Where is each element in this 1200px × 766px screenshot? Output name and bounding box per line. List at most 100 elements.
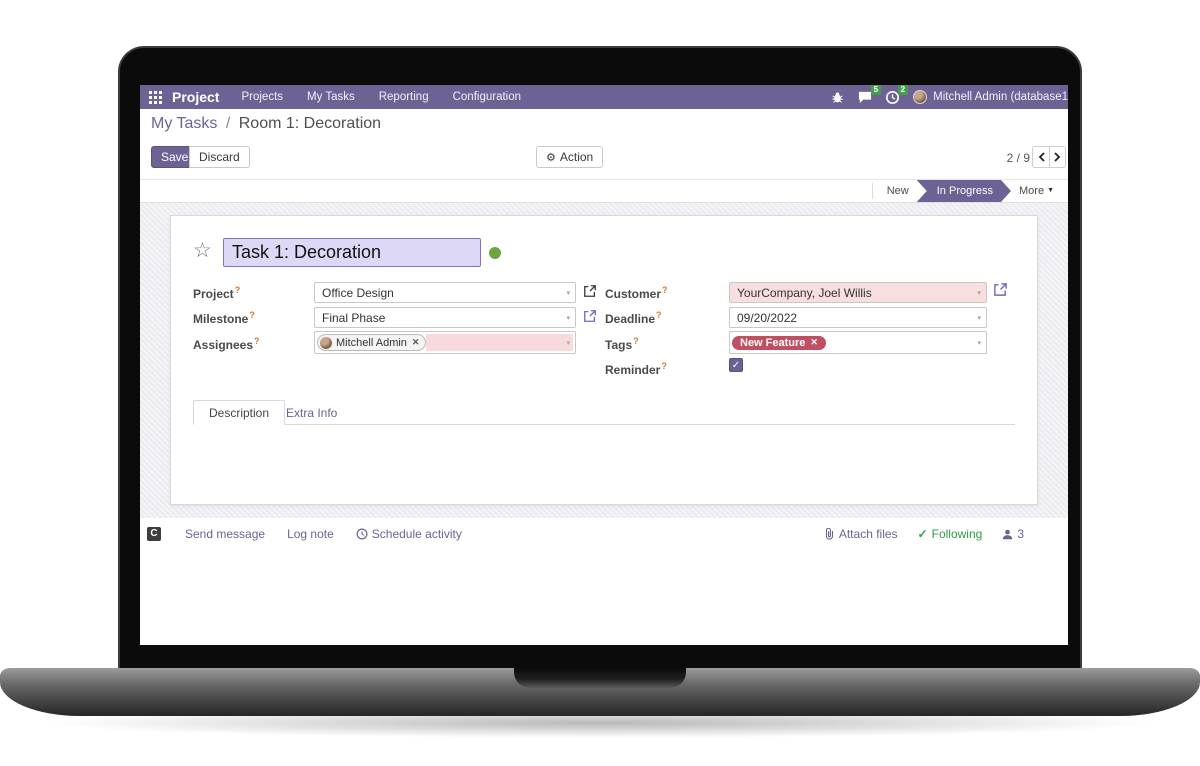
chevron-down-icon: ▼ (1047, 187, 1054, 194)
laptop-screen: Project Projects My Tasks Reporting Conf… (140, 85, 1068, 645)
breadcrumb: My Tasks / Room 1: Decoration (151, 115, 381, 133)
company-logo-badge: C (147, 527, 161, 541)
project-external-link-icon[interactable] (583, 284, 597, 298)
nav-menu-configuration[interactable]: Configuration (452, 91, 522, 103)
tags-field[interactable]: New Feature ✕ ▾ (729, 331, 987, 354)
debug-bug-icon[interactable] (831, 91, 844, 104)
app-name[interactable]: Project (172, 89, 220, 105)
attach-files-button[interactable]: Attach files (824, 527, 898, 541)
pager-buttons (1032, 146, 1066, 168)
laptop-base (0, 668, 1200, 716)
customer-external-link-icon[interactable] (993, 282, 1007, 296)
top-navbar: Project Projects My Tasks Reporting Conf… (140, 85, 1068, 109)
breadcrumb-current: Room 1: Decoration (238, 115, 382, 132)
send-message-button[interactable]: Send message (185, 527, 266, 541)
help-icon[interactable]: ? (661, 361, 667, 371)
action-button[interactable]: ⚙ Action (536, 146, 604, 168)
project-label: Project? (193, 285, 241, 301)
tab-description[interactable]: Description (193, 400, 286, 425)
customer-label: Customer? (605, 285, 668, 301)
task-form-sheet: ☆ Task 1: Decoration Project? Office Des… (170, 215, 1038, 505)
milestone-field[interactable]: Final Phase ▾ (314, 307, 576, 328)
nav-menu-projects[interactable]: Projects (241, 91, 284, 103)
assignee-name: Mitchell Admin (336, 336, 407, 349)
stage-separator (871, 183, 873, 199)
person-icon (1003, 529, 1013, 539)
tag-name: New Feature (740, 336, 806, 349)
tags-label: Tags? (605, 336, 639, 352)
assignees-field[interactable]: Mitchell Admin ✕ ▾ (314, 331, 576, 354)
caret-down-icon: ▾ (566, 315, 570, 322)
remove-assignee-icon[interactable]: ✕ (411, 337, 420, 347)
deadline-field[interactable]: 09/20/2022 ▾ (729, 307, 987, 328)
tab-extra-info[interactable]: Extra Info (286, 405, 338, 420)
laptop-notch (514, 668, 686, 688)
breadcrumb-separator: / (225, 115, 231, 132)
activities-badge: 2 (897, 85, 909, 95)
paperclip-icon (825, 528, 833, 540)
customer-field[interactable]: YourCompany, Joel Willis ▾ (729, 282, 987, 303)
chatter-actions: Send message Log note Schedule activity (185, 527, 462, 541)
milestone-external-link-icon[interactable] (583, 309, 597, 323)
help-icon[interactable]: ? (234, 285, 241, 295)
messages-badge: 5 (870, 85, 882, 95)
caret-down-icon: ▾ (977, 290, 981, 297)
task-title-input[interactable]: Task 1: Decoration (223, 238, 481, 267)
activities-clock-icon[interactable]: 2 (886, 85, 909, 104)
laptop-bezel: Project Projects My Tasks Reporting Conf… (118, 46, 1082, 676)
pager-next-button[interactable] (1049, 146, 1066, 168)
caret-down-icon: ▾ (977, 315, 981, 322)
assignees-label: Assignees? (193, 336, 260, 352)
clock-icon (356, 528, 368, 540)
help-icon[interactable]: ? (662, 285, 668, 295)
user-avatar[interactable] (913, 90, 928, 104)
help-icon[interactable]: ? (633, 336, 639, 346)
tag-chip[interactable]: New Feature ✕ (732, 335, 826, 350)
favorite-star-icon[interactable]: ☆ (193, 239, 212, 262)
assignee-chip[interactable]: Mitchell Admin ✕ (317, 334, 427, 351)
followers-button[interactable]: 3 (1002, 527, 1024, 541)
messages-icon[interactable]: 5 (858, 85, 882, 104)
discard-button[interactable]: Discard (189, 146, 250, 168)
stage-more-dropdown[interactable]: More ▼ (1007, 185, 1068, 197)
user-menu[interactable]: Mitchell Admin (database1 (933, 91, 1068, 103)
stage-new[interactable]: New (886, 185, 909, 197)
kanban-state-dot[interactable] (489, 247, 501, 259)
following-button[interactable]: ✓ Following (917, 527, 983, 541)
deadline-label: Deadline? (605, 310, 662, 326)
reminder-checkbox[interactable]: ✓ (729, 358, 743, 372)
milestone-label: Milestone? (193, 310, 255, 326)
help-icon[interactable]: ? (254, 336, 260, 346)
status-bar: New In Progress More ▼ (140, 179, 1068, 203)
stage-more-label: More (1019, 185, 1045, 197)
followers-count: 3 (1017, 527, 1024, 541)
check-icon: ✓ (917, 527, 928, 541)
caret-down-icon: ▾ (566, 290, 570, 297)
tabs-divider (193, 424, 1015, 425)
gear-icon: ⚙ (546, 151, 556, 164)
caret-down-icon: ▾ (977, 340, 981, 347)
pager-count: 2 / 9 (1006, 151, 1030, 165)
action-label: Action (559, 150, 594, 164)
stage-in-progress[interactable]: In Progress (917, 180, 1011, 202)
chatter-follow-area: Attach files ✓ Following 3 (824, 527, 1024, 541)
remove-tag-icon[interactable]: ✕ (810, 337, 818, 347)
project-field[interactable]: Office Design ▾ (314, 282, 576, 303)
assignee-avatar (320, 336, 332, 349)
navbar-right: 5 2 Mitchell Admin (database1 (831, 85, 1068, 104)
nav-menu-my-tasks[interactable]: My Tasks (307, 91, 355, 103)
help-icon[interactable]: ? (249, 310, 255, 320)
caret-down-icon: ▾ (566, 340, 570, 347)
log-note-button[interactable]: Log note (287, 527, 334, 541)
schedule-activity-button[interactable]: Schedule activity (356, 527, 462, 541)
pager-previous-button[interactable] (1032, 146, 1049, 168)
check-icon: ✓ (731, 360, 741, 371)
chatter: C Send message Log note Schedule activit… (140, 518, 1068, 645)
nav-menu-reporting[interactable]: Reporting (378, 91, 429, 103)
help-icon[interactable]: ? (656, 310, 662, 320)
reminder-label: Reminder? (605, 361, 667, 377)
assignees-input-area[interactable]: ▾ (426, 334, 573, 351)
apps-grid-icon[interactable] (149, 90, 162, 104)
breadcrumb-parent-link[interactable]: My Tasks (151, 115, 218, 132)
